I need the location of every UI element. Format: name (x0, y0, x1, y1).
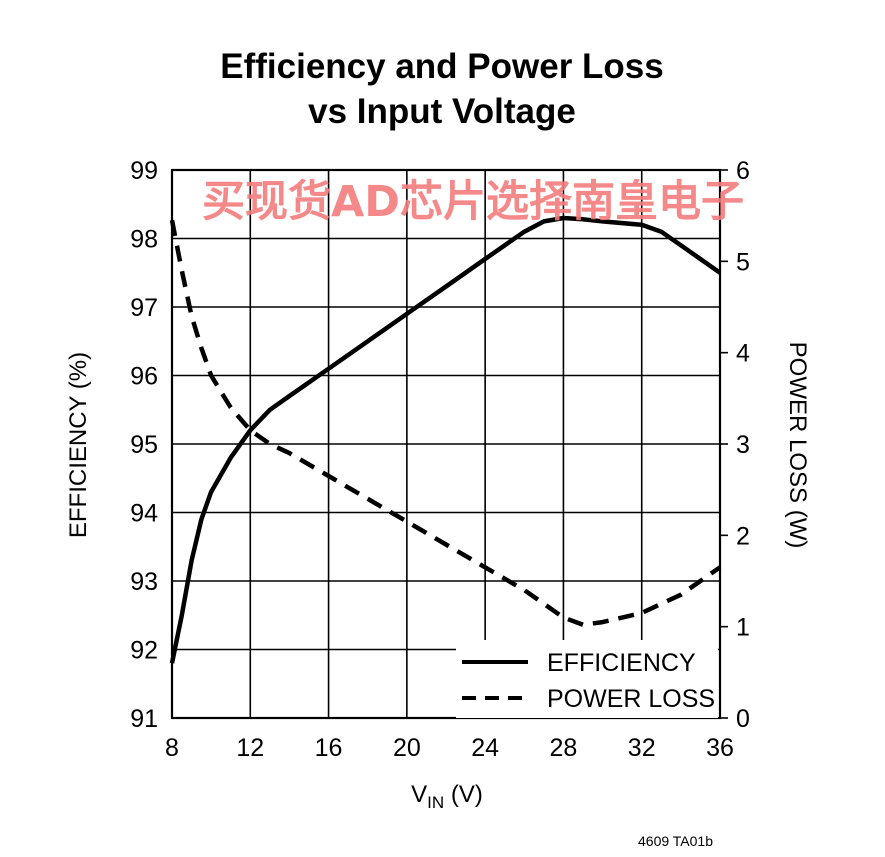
y-left-tick-label: 99 (130, 157, 158, 185)
x-tick-label: 36 (706, 734, 734, 762)
legend-label-efficiency: EFFICIENCY (547, 649, 696, 677)
x-tick-label: 16 (315, 734, 343, 762)
y-right-tick-label: 3 (736, 431, 750, 459)
y-right-tick-label: 5 (736, 248, 750, 276)
chart-title: Efficiency and Power Loss vs Input Volta… (220, 47, 663, 131)
x-axis-label-sub: IN (427, 793, 444, 812)
plot-frame (170, 168, 722, 720)
y-left-tick-label: 95 (130, 431, 158, 459)
y-left-tick-label: 91 (130, 705, 158, 733)
y-right-tick-label: 4 (736, 340, 750, 368)
x-axis-label-unit: (V) (444, 781, 483, 808)
legend-background (456, 640, 718, 718)
x-tick-label: 20 (393, 734, 421, 762)
series-layer (169, 215, 722, 664)
legend-label-power-loss: POWER LOSS (547, 685, 715, 713)
series-line-power-loss (169, 219, 722, 628)
legend: EFFICIENCY POWER LOSS (456, 640, 718, 718)
chart-title-line1: Efficiency and Power Loss (220, 47, 663, 86)
watermark-text: 买现货AD芯片选择南皇电子 (202, 177, 744, 227)
x-tick-label: 28 (550, 734, 578, 762)
x-tick-label: 8 (165, 734, 179, 762)
y-left-tick-label: 94 (130, 500, 158, 528)
grid (170, 168, 728, 720)
y-axis-left-label: EFFICIENCY (%) (65, 352, 92, 538)
x-axis-label-main: V (411, 781, 427, 808)
x-axis-label: VIN (V) (411, 781, 483, 812)
y-right-tick-label: 6 (736, 157, 750, 185)
y-left-tick-label: 96 (130, 363, 158, 391)
y-left-tick-label: 93 (130, 568, 158, 596)
y-right-tick-label: 1 (736, 614, 750, 642)
y-right-tick-label: 0 (736, 705, 750, 733)
figure-code: 4609 TA01b (638, 833, 713, 849)
y-left-tick-label: 98 (130, 226, 158, 254)
y-axis-right-label: POWER LOSS (W) (784, 342, 811, 549)
y-left-tick-label: 92 (130, 637, 158, 665)
chart-title-line2: vs Input Voltage (308, 92, 576, 131)
y-left-tick-label: 97 (130, 294, 158, 322)
x-tick-label: 24 (471, 734, 499, 762)
series-line-efficiency (169, 215, 722, 664)
x-tick-label: 12 (236, 734, 264, 762)
y-right-tick-label: 2 (736, 522, 750, 550)
x-tick-label: 32 (628, 734, 656, 762)
